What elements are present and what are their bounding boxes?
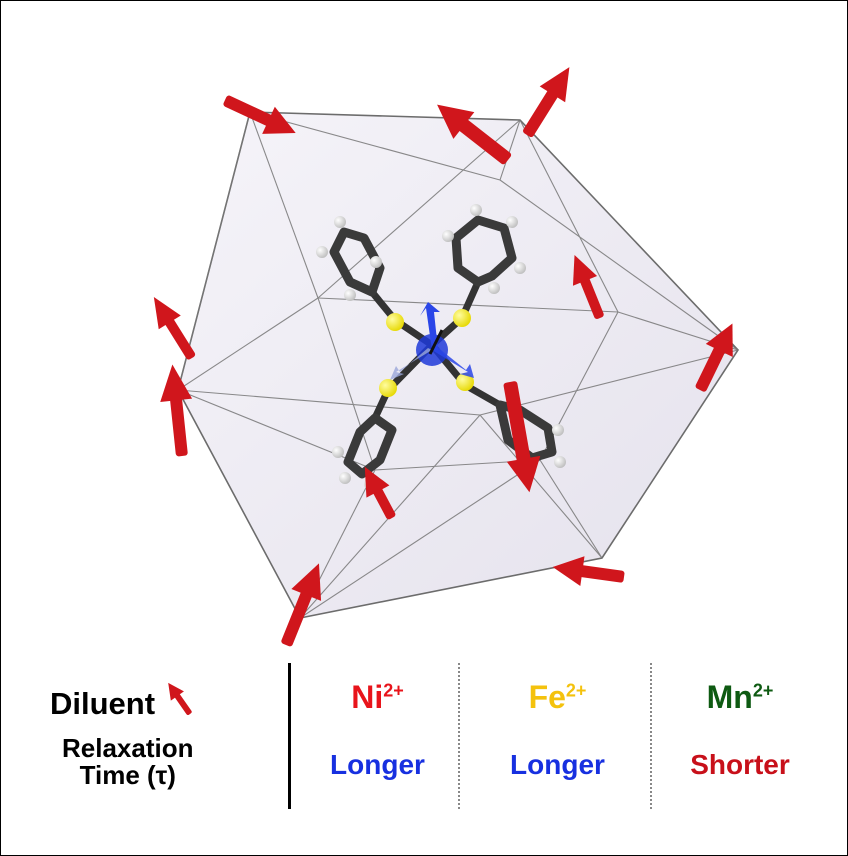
separator-dotted-1 (458, 663, 460, 809)
spin-arrow (223, 95, 296, 134)
spin-arrow (153, 296, 196, 360)
spin-arrow (572, 254, 604, 319)
ion-fe-symbol: Fe (528, 679, 566, 715)
time-mn: Shorter (690, 749, 790, 780)
spin-arrow (503, 381, 541, 493)
spin-arrow (160, 364, 193, 457)
ion-ni-charge: 2+ (383, 680, 404, 701)
ion-mn-charge: 2+ (752, 680, 774, 701)
ion-fe-charge: 2+ (565, 680, 587, 701)
time-ni: Longer (330, 749, 425, 780)
phenyl-ring-upper-left (329, 227, 385, 297)
spin-arrow (281, 563, 322, 647)
spin-arrow (437, 104, 512, 165)
legend-table: Diluent Relaxation Time (τ) Ni2+ Longer … (0, 655, 848, 815)
spin-arrow (523, 67, 570, 138)
time-fe: Longer (510, 749, 605, 780)
phenyl-ring-lower-left (343, 413, 397, 479)
ion-ni-symbol: Ni (351, 679, 384, 715)
central-metal-spin (390, 302, 474, 380)
phenyl-ring-upper-right (451, 215, 517, 287)
diluent-arrow-icon (167, 682, 192, 715)
spin-arrow (695, 323, 733, 392)
ion-ni: Ni2+ (300, 679, 455, 716)
sulfur-atoms (379, 309, 474, 397)
separator-dotted-2 (650, 663, 652, 809)
ion-fe: Fe2+ (470, 679, 645, 716)
ion-mn-symbol: Mn (706, 679, 753, 715)
separator-solid (288, 663, 291, 809)
spin-arrow (552, 556, 625, 587)
ion-mn: Mn2+ (655, 679, 825, 716)
relaxation-time-label: Relaxation Time (τ) (62, 733, 194, 790)
diluent-spin-arrows (153, 67, 733, 647)
icosahedral-spin-diagram (153, 67, 740, 647)
diluent-label: Diluent (50, 678, 196, 722)
spin-arrow (364, 466, 396, 520)
